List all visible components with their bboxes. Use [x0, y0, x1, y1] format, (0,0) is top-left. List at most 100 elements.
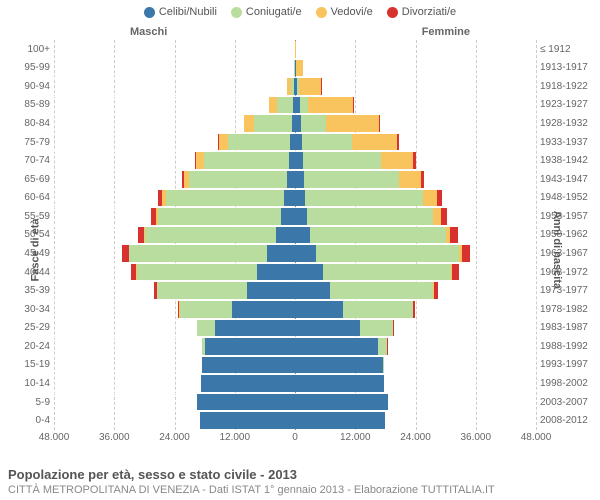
segment-divorziati: [434, 282, 439, 299]
age-row: 10-141998-2002: [54, 374, 536, 393]
segment-coniugati: [157, 282, 247, 299]
age-label: 0-4: [12, 415, 50, 426]
x-tick: 48.000: [39, 432, 70, 443]
legend-label-celibi: Celibi/Nubili: [159, 6, 217, 18]
bar-female: [295, 97, 536, 114]
legend: Celibi/Nubili Coniugati/e Vedovi/e Divorzia…: [0, 0, 600, 20]
age-label: 75-79: [12, 137, 50, 148]
segment-celibi: [295, 394, 388, 411]
bar-female: [295, 227, 536, 244]
bar-female: [295, 78, 536, 95]
segment-divorziati: [413, 152, 416, 169]
segment-divorziati: [441, 208, 447, 225]
birth-year-label: 1983-1987: [540, 322, 596, 333]
age-row: 60-641948-1952: [54, 189, 536, 208]
segment-coniugati: [158, 208, 281, 225]
birth-year-label: ≤ 1912: [540, 44, 596, 55]
legend-label-vedovi: Vedovi/e: [331, 6, 373, 18]
x-axis: 48.00036.00024.00012.000012.00024.00036.…: [54, 432, 536, 446]
chart-subtitle: CITTÀ METROPOLITANA DI VENEZIA - Dati IS…: [8, 484, 592, 496]
legend-label-divorziati: Divorziati/e: [402, 6, 456, 18]
segment-celibi: [295, 282, 330, 299]
segment-celibi: [205, 338, 295, 355]
age-label: 100+: [12, 44, 50, 55]
segment-coniugati: [189, 171, 287, 188]
legend-label-coniugati: Coniugati/e: [246, 6, 302, 18]
bar-female: [295, 394, 536, 411]
age-row: 80-841928-1932: [54, 114, 536, 133]
segment-coniugati: [137, 264, 258, 281]
birth-year-label: 1978-1982: [540, 304, 596, 315]
segment-vedovi: [219, 134, 228, 151]
age-label: 90-94: [12, 81, 50, 92]
segment-celibi: [295, 152, 303, 169]
segment-celibi: [267, 245, 295, 262]
bar-male: [54, 97, 295, 114]
plot-area: 100+≤ 191295-991913-191790-941918-192285…: [54, 40, 536, 430]
birth-year-label: 1933-1937: [540, 137, 596, 148]
segment-coniugati: [228, 134, 291, 151]
birth-year-label: 1948-1952: [540, 192, 596, 203]
segment-coniugati: [300, 97, 308, 114]
bar-female: [295, 245, 536, 262]
bar-male: [54, 245, 295, 262]
age-label: 15-19: [12, 359, 50, 370]
age-label: 5-9: [12, 397, 50, 408]
row-separator: [54, 430, 536, 431]
age-row: 30-341978-1982: [54, 300, 536, 319]
age-row: 70-741938-1942: [54, 151, 536, 170]
segment-coniugati: [305, 190, 423, 207]
age-row: 65-691943-1947: [54, 170, 536, 189]
segment-celibi: [284, 190, 295, 207]
segment-vedovi: [433, 208, 441, 225]
segment-coniugati: [277, 97, 293, 114]
legend-item-divorziati: Divorziati/e: [387, 6, 456, 18]
segment-coniugati: [343, 301, 413, 318]
x-tick: 48.000: [521, 432, 552, 443]
segment-vedovi: [196, 152, 204, 169]
segment-divorziati: [437, 190, 442, 207]
age-label: 60-64: [12, 192, 50, 203]
bar-female: [295, 375, 536, 392]
segment-coniugati: [303, 152, 381, 169]
segment-coniugati: [307, 208, 433, 225]
birth-year-label: 1923-1927: [540, 99, 596, 110]
segment-celibi: [295, 227, 310, 244]
birth-year-label: 1973-1977: [540, 285, 596, 296]
x-tick: 36.000: [99, 432, 130, 443]
chart-title: Popolazione per età, sesso e stato civil…: [8, 467, 592, 482]
segment-coniugati: [304, 171, 399, 188]
segment-celibi: [281, 208, 295, 225]
bar-female: [295, 134, 536, 151]
age-row: 5-92003-2007: [54, 393, 536, 412]
legend-swatch-celibi: [144, 7, 155, 18]
segment-coniugati: [378, 338, 387, 355]
age-label: 50-54: [12, 229, 50, 240]
bar-male: [54, 115, 295, 132]
age-label: 85-89: [12, 99, 50, 110]
segment-celibi: [295, 375, 384, 392]
male-label: Maschi: [130, 26, 167, 38]
bar-female: [295, 208, 536, 225]
segment-celibi: [295, 134, 302, 151]
birth-year-label: 2003-2007: [540, 397, 596, 408]
birth-year-label: 1958-1962: [540, 229, 596, 240]
bar-male: [54, 338, 295, 355]
segment-divorziati: [450, 227, 458, 244]
bar-male: [54, 320, 295, 337]
segment-coniugati: [204, 152, 289, 169]
segment-celibi: [295, 338, 378, 355]
age-label: 40-44: [12, 267, 50, 278]
segment-coniugati: [145, 227, 276, 244]
bar-male: [54, 282, 295, 299]
x-tick: 24.000: [400, 432, 431, 443]
segment-celibi: [295, 412, 385, 429]
bar-male: [54, 301, 295, 318]
female-label: Femmine: [422, 26, 470, 38]
age-row: 90-941918-1922: [54, 77, 536, 96]
bar-female: [295, 301, 536, 318]
population-pyramid-chart: Celibi/Nubili Coniugati/e Vedovi/e Divorzia…: [0, 0, 600, 500]
segment-celibi: [295, 357, 383, 374]
segment-vedovi: [308, 97, 353, 114]
segment-coniugati: [323, 264, 451, 281]
